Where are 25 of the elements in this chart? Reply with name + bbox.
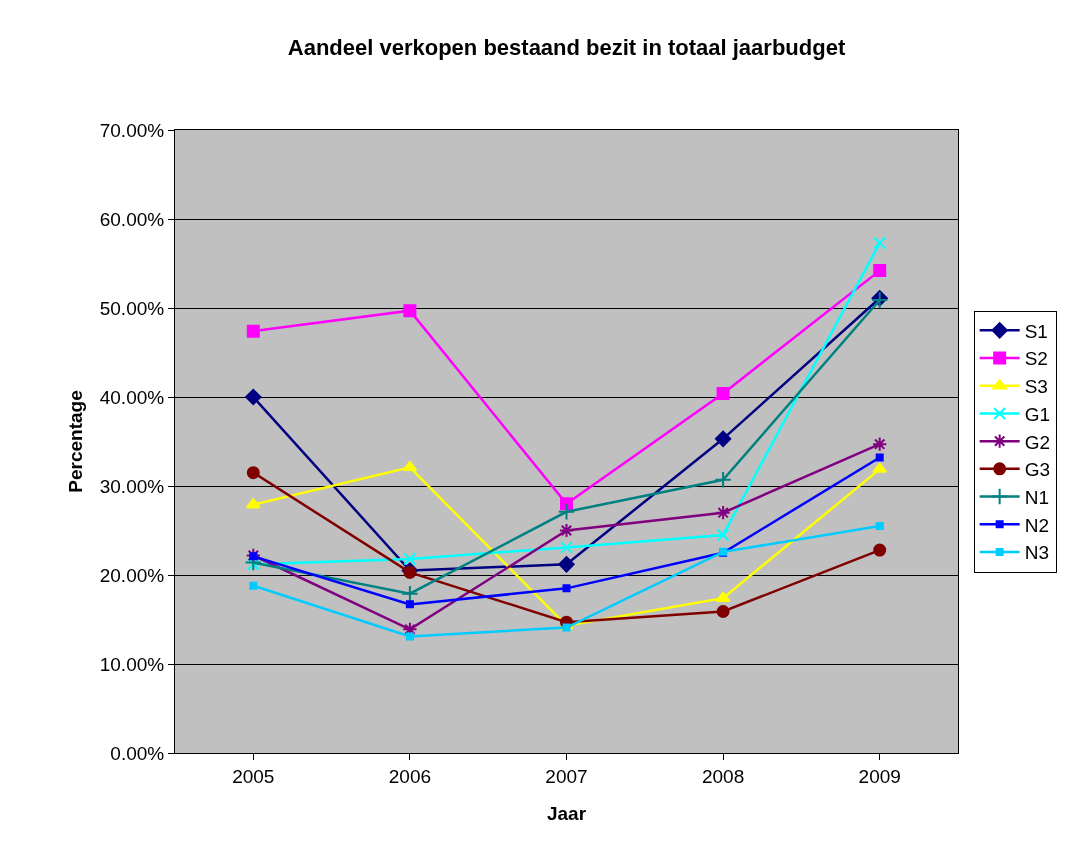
chart-title: Aandeel verkopen bestaand bezit in totaal jaarbudget xyxy=(287,35,846,61)
x-tick-label: 2005 xyxy=(232,765,275,787)
legend-label: S2 xyxy=(1024,348,1048,370)
legend-label: N3 xyxy=(1024,542,1049,564)
legend-label: G3 xyxy=(1024,459,1051,481)
y-tick-label: 50.00% xyxy=(99,297,165,319)
x-tick-label: 2006 xyxy=(388,765,432,787)
x-tick-label: 2008 xyxy=(701,765,745,787)
y-axis-title: Percentage xyxy=(64,390,86,493)
legend-label: G1 xyxy=(1024,403,1051,425)
y-tick-label: 20.00% xyxy=(99,564,165,586)
legend-label: S3 xyxy=(1024,376,1048,398)
x-tick-label: 2009 xyxy=(858,765,901,787)
y-tick-label: 40.00% xyxy=(99,386,165,408)
x-axis-title: Jaar xyxy=(546,802,587,824)
y-tick-label: 0.00% xyxy=(110,742,165,764)
y-tick-label: 70.00% xyxy=(99,119,165,141)
legend-label: N1 xyxy=(1024,486,1049,508)
y-tick-label: 30.00% xyxy=(99,475,165,497)
legend-label: G2 xyxy=(1024,431,1051,453)
x-tick-label: 2007 xyxy=(545,765,588,787)
y-tick-label: 60.00% xyxy=(99,208,165,230)
y-tick-label: 10.00% xyxy=(99,653,165,675)
legend-label: S1 xyxy=(1024,320,1048,342)
legend-label: N2 xyxy=(1024,514,1049,536)
